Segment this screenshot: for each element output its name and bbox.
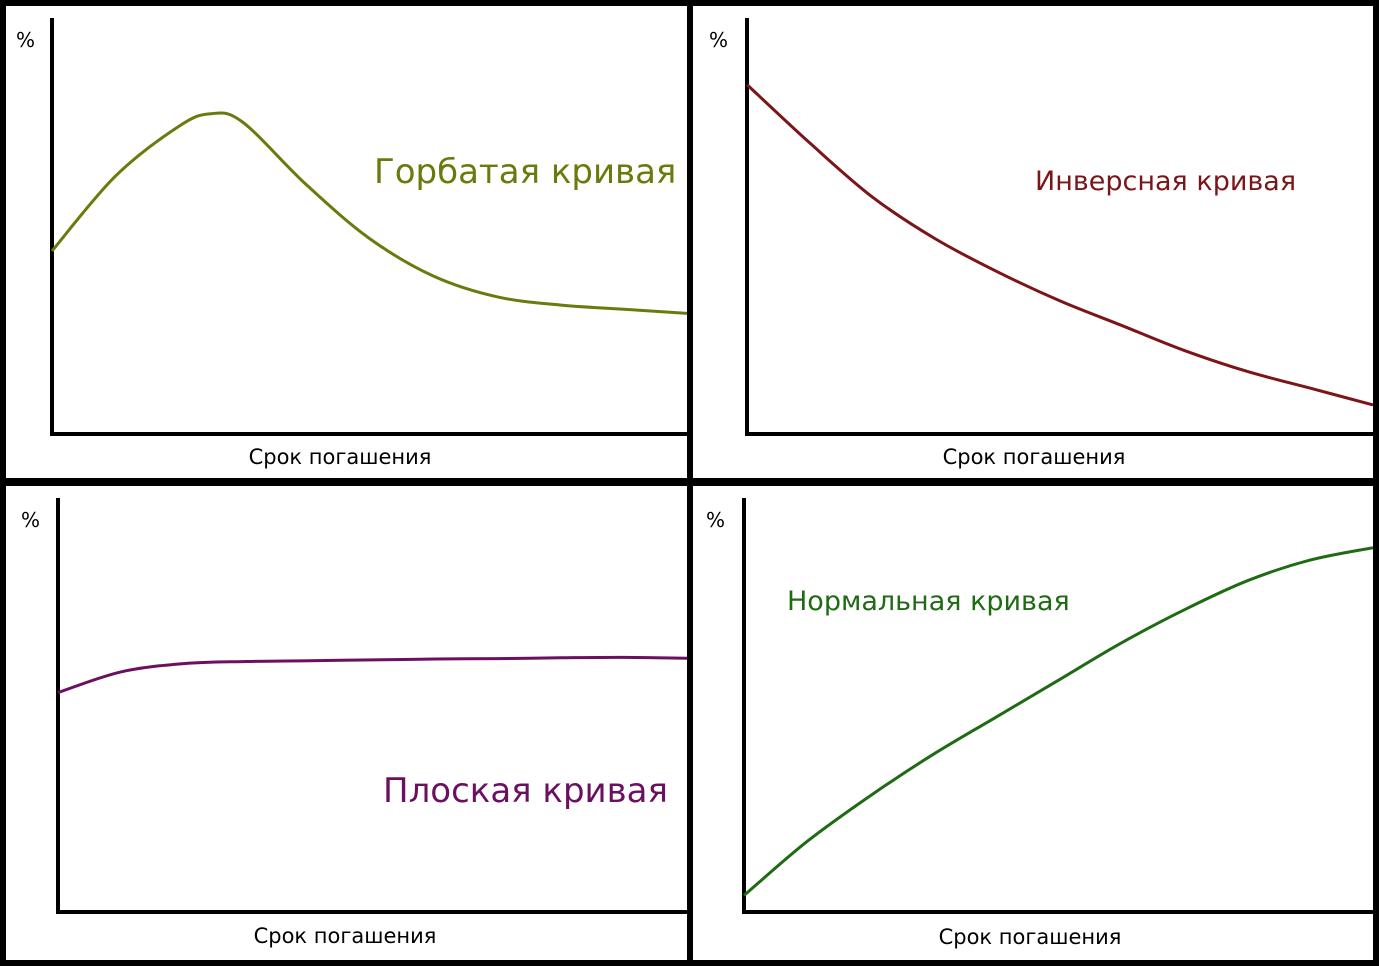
- series-line: [743, 546, 1373, 897]
- series-label: Инверсная кривая: [1035, 166, 1297, 197]
- series-line: [50, 111, 687, 315]
- y-axis-label: %: [16, 28, 36, 52]
- series-label: Нормальная кривая: [787, 586, 1070, 617]
- chart-panel-inverted: % Инверсная кривая Срок погашения: [693, 6, 1373, 478]
- series-label: Горбатая кривая: [374, 152, 677, 192]
- series-label: Плоская кривая: [383, 771, 668, 811]
- x-axis-label: Срок погашения: [938, 925, 1122, 949]
- chart-panel-flat: % Плоская кривая Срок погашения: [6, 486, 687, 960]
- chart-svg: [50, 18, 687, 436]
- x-axis-label: Срок погашения: [942, 445, 1126, 469]
- y-axis-label: %: [709, 28, 729, 52]
- x-axis-label: Срок погашения: [253, 924, 437, 948]
- chart-panel-humped: % Горбатая кривая Срок погашения: [6, 6, 687, 478]
- series-line: [745, 83, 1373, 407]
- chart-svg: [742, 498, 1373, 914]
- y-axis-label: %: [21, 508, 41, 532]
- series-line: [57, 655, 687, 695]
- chart-panel-normal: % Нормальная кривая Срок погашения: [693, 486, 1373, 960]
- y-axis-label: %: [706, 508, 726, 532]
- chart-svg: [56, 498, 687, 914]
- chart-svg: [745, 18, 1373, 436]
- x-axis-label: Срок погашения: [248, 445, 432, 469]
